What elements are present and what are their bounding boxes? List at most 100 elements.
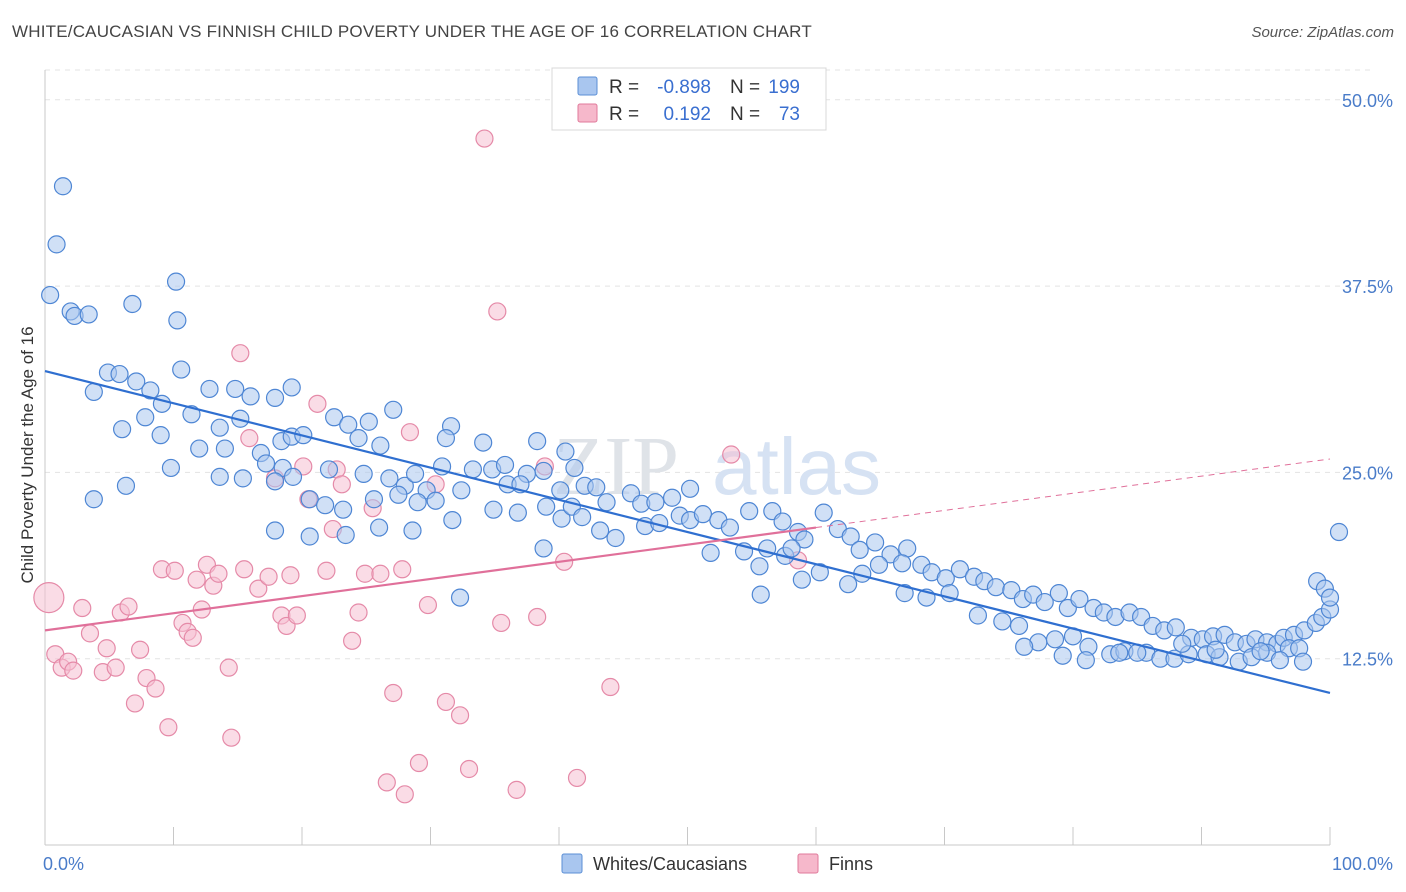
whites-point: [452, 481, 471, 500]
trend-lines: [44, 369, 1331, 695]
finns-point: [395, 785, 414, 804]
whites-point: [336, 525, 355, 545]
whites-point: [534, 539, 553, 558]
finns-trend-line: [44, 526, 817, 632]
whites-point: [993, 612, 1012, 631]
whites-point: [773, 512, 792, 531]
legend-n-label-whites: N =: [730, 77, 760, 98]
whites-point: [986, 578, 1006, 597]
whites-point: [1293, 652, 1313, 671]
finns-point: [97, 639, 116, 658]
whites-point: [168, 311, 187, 330]
whites-point: [750, 557, 769, 576]
whites-point: [841, 527, 860, 546]
whites-point: [127, 372, 146, 391]
whites-point: [792, 570, 811, 589]
finns-point: [106, 658, 125, 677]
whites-point: [364, 490, 384, 509]
whites-point: [495, 455, 515, 475]
whites-point: [720, 518, 740, 537]
whites-point: [241, 387, 260, 406]
finns-point: [259, 567, 278, 586]
whites-point: [1206, 640, 1225, 659]
whites-point: [450, 588, 470, 607]
whites-point: [552, 509, 571, 528]
whites-point: [226, 379, 245, 399]
whites-point: [210, 418, 229, 437]
legend-box: [551, 67, 827, 131]
whites-point: [839, 575, 858, 594]
finns-point: [222, 728, 241, 747]
chart-source: Source: ZipAtlas.com: [1251, 24, 1394, 41]
y-tick-label: 50.0%: [1342, 91, 1393, 111]
whites-point: [380, 469, 399, 488]
finns-point: [219, 658, 238, 677]
whites-point: [436, 429, 456, 448]
finns-point: [436, 692, 456, 712]
bottom-legend-label-finns: Finns: [829, 854, 873, 874]
whites-trend-line: [44, 369, 1331, 695]
x-tick-label: 0.0%: [43, 854, 84, 874]
bottom-legend-label-whites: Whites/Caucasians: [593, 854, 747, 874]
whites-point: [591, 521, 610, 540]
finns-point: [418, 595, 438, 615]
finns-point: [240, 429, 259, 448]
whites-point: [41, 285, 60, 305]
whites-point: [1009, 616, 1029, 636]
whites-point: [349, 429, 368, 448]
whites-point: [950, 560, 970, 579]
legend: R = -0.898 N = 199 R = 0.192 N = 73: [551, 67, 827, 131]
whites-point: [370, 518, 389, 537]
whites-point: [319, 460, 339, 479]
whites-point: [371, 436, 390, 455]
whites-point: [646, 493, 665, 512]
whites-point: [740, 502, 759, 521]
whites-point: [680, 479, 700, 498]
finns-point: [231, 344, 250, 363]
whites-point: [47, 235, 66, 254]
whites-point: [1110, 643, 1129, 662]
finns-point: [384, 683, 403, 703]
finns-point: [125, 694, 145, 713]
legend-swatch-whites: [577, 76, 598, 96]
whites-point: [136, 408, 155, 427]
finns-trend-extension: [815, 458, 1331, 529]
legend-n-value-whites: 199: [768, 77, 800, 98]
whites-point: [84, 382, 103, 402]
whites-point: [534, 461, 553, 481]
finns-point: [459, 759, 479, 779]
bottom-legend: Whites/Caucasians Finns: [561, 853, 873, 874]
y-tick-label: 25.0%: [1342, 463, 1393, 483]
whites-point: [1045, 630, 1065, 649]
whites-point: [1049, 584, 1068, 603]
whites-point: [1015, 637, 1034, 656]
whites-point: [508, 503, 527, 522]
whites-point: [892, 554, 912, 573]
whites-point: [810, 563, 829, 582]
whites-point: [210, 467, 229, 486]
whites-point: [200, 379, 219, 399]
finns-point: [119, 597, 138, 616]
whites-point: [265, 388, 285, 407]
whites-point: [573, 508, 592, 527]
finns-point: [80, 624, 100, 643]
whites-point: [389, 485, 408, 504]
whites-point: [1173, 634, 1192, 653]
whites-point: [869, 555, 889, 574]
whites-point: [551, 481, 570, 500]
chart-title: WHITE/CAUCASIAN VS FINNISH CHILD POVERTY…: [12, 22, 812, 41]
finns-point: [187, 570, 206, 589]
legend-n-value-finns: 73: [779, 104, 800, 125]
finns-point: [601, 677, 620, 697]
whites-point: [123, 294, 142, 314]
axes: [44, 70, 1331, 846]
bottom-legend-swatch-finns: [797, 853, 819, 874]
y-tick-label: 37.5%: [1342, 277, 1393, 297]
finns-point: [165, 561, 184, 580]
y-tick-label: 12.5%: [1342, 650, 1393, 670]
whites-point: [256, 454, 276, 473]
whites-point: [587, 478, 606, 497]
whites-point: [403, 521, 422, 540]
whites-point: [190, 439, 209, 458]
finns-point: [377, 773, 396, 792]
